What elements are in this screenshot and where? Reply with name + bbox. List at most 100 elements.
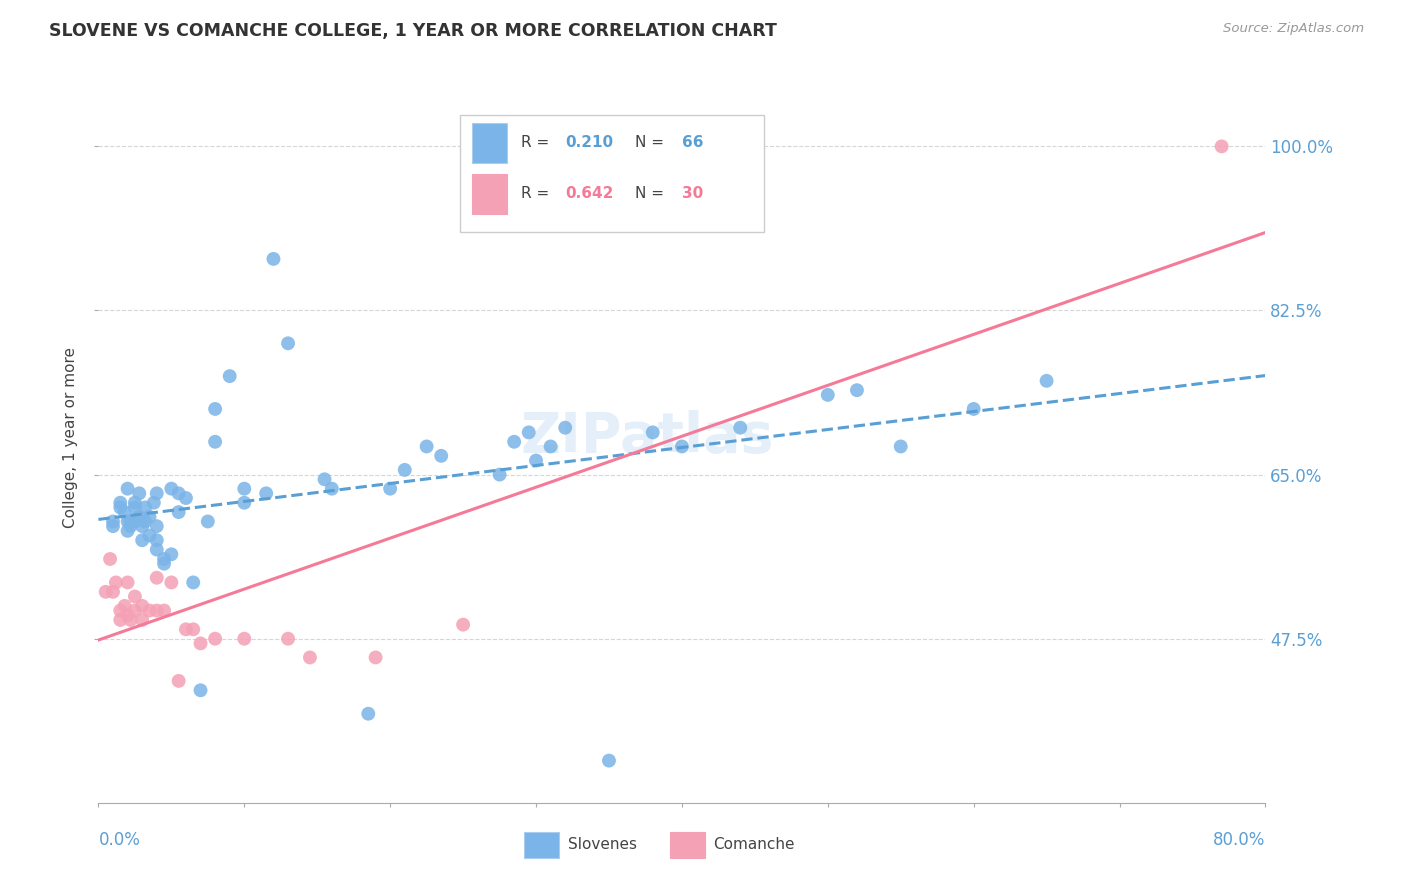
Point <box>262 252 284 266</box>
Point <box>117 482 139 496</box>
Point <box>298 650 321 665</box>
Point <box>153 557 176 571</box>
Point <box>160 575 183 590</box>
Point <box>104 575 127 590</box>
Point <box>101 584 124 599</box>
Text: 66: 66 <box>682 136 703 150</box>
Point <box>817 388 839 402</box>
Point <box>190 683 212 698</box>
Point <box>120 613 142 627</box>
Point <box>181 575 204 590</box>
Point <box>174 491 197 505</box>
Point <box>197 515 219 529</box>
Point <box>153 552 176 566</box>
Point <box>128 486 150 500</box>
Point <box>167 673 190 688</box>
Point <box>138 603 160 617</box>
Point <box>146 571 169 585</box>
Point <box>524 453 547 467</box>
Text: 0.210: 0.210 <box>565 136 613 150</box>
Point <box>146 519 169 533</box>
FancyBboxPatch shape <box>472 174 508 214</box>
Point <box>430 449 453 463</box>
Point <box>181 623 204 637</box>
Text: R =: R = <box>520 186 554 202</box>
Point <box>138 528 160 542</box>
Point <box>124 603 146 617</box>
Point <box>190 636 212 650</box>
Point <box>415 440 437 454</box>
Point <box>138 509 160 524</box>
Point <box>114 599 136 613</box>
Point <box>233 482 256 496</box>
Text: N =: N = <box>636 186 669 202</box>
Point <box>131 533 153 548</box>
Text: R =: R = <box>520 136 554 150</box>
Point <box>146 542 169 557</box>
Point <box>357 706 380 721</box>
Point <box>98 552 121 566</box>
Y-axis label: College, 1 year or more: College, 1 year or more <box>63 347 79 527</box>
Point <box>233 496 256 510</box>
Point <box>146 486 169 500</box>
Text: 30: 30 <box>682 186 703 202</box>
Point <box>364 650 387 665</box>
Point <box>110 496 132 510</box>
Point <box>160 547 183 561</box>
Text: 80.0%: 80.0% <box>1213 831 1265 849</box>
Point <box>451 617 474 632</box>
Point <box>598 754 620 768</box>
FancyBboxPatch shape <box>472 122 508 163</box>
Text: Source: ZipAtlas.com: Source: ZipAtlas.com <box>1223 22 1364 36</box>
Point <box>641 425 664 440</box>
Text: SLOVENE VS COMANCHE COLLEGE, 1 YEAR OR MORE CORRELATION CHART: SLOVENE VS COMANCHE COLLEGE, 1 YEAR OR M… <box>49 22 778 40</box>
Point <box>488 467 510 482</box>
Text: Comanche: Comanche <box>713 838 794 853</box>
Point <box>503 434 526 449</box>
Point <box>124 500 146 515</box>
Point <box>117 608 139 623</box>
Point <box>114 505 136 519</box>
Point <box>277 632 299 646</box>
Text: 0.0%: 0.0% <box>98 831 141 849</box>
Point <box>554 420 576 434</box>
Point <box>110 613 132 627</box>
Point <box>124 590 146 604</box>
FancyBboxPatch shape <box>524 832 560 858</box>
Point <box>146 533 169 548</box>
Point <box>394 463 416 477</box>
Point <box>204 401 226 416</box>
Point <box>134 515 156 529</box>
Point <box>380 482 402 496</box>
Point <box>1211 139 1233 153</box>
Point <box>730 420 752 434</box>
Point <box>110 500 132 515</box>
Point <box>142 496 165 510</box>
Point <box>120 519 142 533</box>
Point <box>101 515 124 529</box>
FancyBboxPatch shape <box>671 832 706 858</box>
Point <box>124 515 146 529</box>
Point <box>846 383 869 397</box>
Point <box>321 482 343 496</box>
Point <box>233 632 256 646</box>
Point <box>131 613 153 627</box>
Point <box>517 425 540 440</box>
Text: ZIPatlas: ZIPatlas <box>520 410 773 464</box>
Point <box>134 500 156 515</box>
Point <box>890 440 912 454</box>
Point <box>131 599 153 613</box>
Point <box>94 584 117 599</box>
Point <box>128 509 150 524</box>
Point <box>117 575 139 590</box>
Point <box>277 336 299 351</box>
Text: N =: N = <box>636 136 669 150</box>
Point <box>117 524 139 538</box>
Point <box>314 472 336 486</box>
Point <box>254 486 277 500</box>
Point <box>204 434 226 449</box>
Point <box>120 515 142 529</box>
Text: 0.642: 0.642 <box>565 186 613 202</box>
Point <box>174 623 197 637</box>
Point <box>101 519 124 533</box>
